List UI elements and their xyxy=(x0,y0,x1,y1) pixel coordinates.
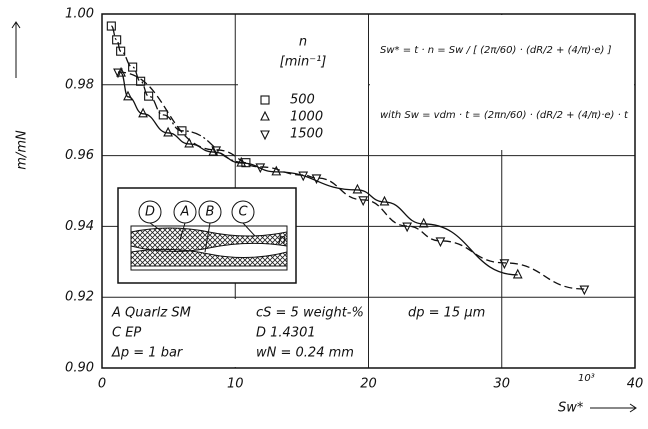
y-arrow xyxy=(12,22,20,78)
marker xyxy=(353,185,361,193)
schematic: D A B C n xyxy=(118,188,296,283)
schematic-label: B xyxy=(206,205,215,220)
condition: Δp = 1 bar xyxy=(111,346,184,361)
x-tick-label: 40 xyxy=(627,377,644,392)
marker xyxy=(420,219,428,227)
schematic-label: A xyxy=(180,205,190,220)
marker xyxy=(124,92,132,100)
y-tick-label: 0.94 xyxy=(65,219,94,234)
x-tick-label: 20 xyxy=(360,377,377,392)
legend-title: n xyxy=(299,35,307,50)
condition: wN = 0.24 mm xyxy=(256,346,354,361)
legend-label: 1500 xyxy=(290,127,323,142)
marker xyxy=(436,238,444,246)
condition: A Quarlz SM xyxy=(111,306,191,321)
formula: Sw* = t · n = Sw / [ (2π/60) · (dR/2 + (… xyxy=(380,45,612,56)
schematic-label: n xyxy=(278,233,286,248)
marker xyxy=(129,63,137,71)
marker xyxy=(113,36,121,44)
x-unit: 10³ xyxy=(578,373,595,384)
condition: cS = 5 weight-% xyxy=(256,306,364,321)
schematic-label: D xyxy=(145,205,155,220)
y-tick-label: 0.98 xyxy=(65,77,94,92)
condition: D 1.4301 xyxy=(256,326,316,341)
legend-label: 500 xyxy=(290,93,315,108)
y-tick-label: 0.90 xyxy=(65,361,94,376)
y-tick-label: 0.92 xyxy=(65,290,94,305)
legend-label: 1000 xyxy=(290,110,323,125)
marker xyxy=(212,147,220,155)
schematic-label: C xyxy=(238,205,248,220)
y-axis-label: m/mN xyxy=(15,130,30,170)
marker xyxy=(380,197,388,205)
marker xyxy=(580,286,588,294)
condition: C EP xyxy=(112,326,141,341)
condition: dp = 15 µm xyxy=(408,306,485,321)
x-arrow xyxy=(590,404,636,412)
x-tick-label: 0 xyxy=(98,377,106,392)
y-tick-label: 1.00 xyxy=(65,7,94,22)
marker xyxy=(403,223,411,231)
x-tick-label: 10 xyxy=(227,377,244,392)
chart: 0 10 20 30 40 0.90 0.92 0.94 0.96 0.98 1.00 500 1000… xyxy=(0,0,648,429)
y-tick-label: 0.96 xyxy=(65,148,94,163)
marker xyxy=(359,197,367,205)
legend-title: [min⁻¹] xyxy=(280,55,327,70)
x-axis-label: Sw* xyxy=(558,401,584,416)
formula: with Sw = vdm · t = (2πn/60) · (dR/2 + (… xyxy=(380,110,629,121)
fit-line xyxy=(111,26,246,163)
x-tick-label: 30 xyxy=(493,377,510,392)
inset-bg xyxy=(370,15,634,150)
marker xyxy=(514,270,522,278)
